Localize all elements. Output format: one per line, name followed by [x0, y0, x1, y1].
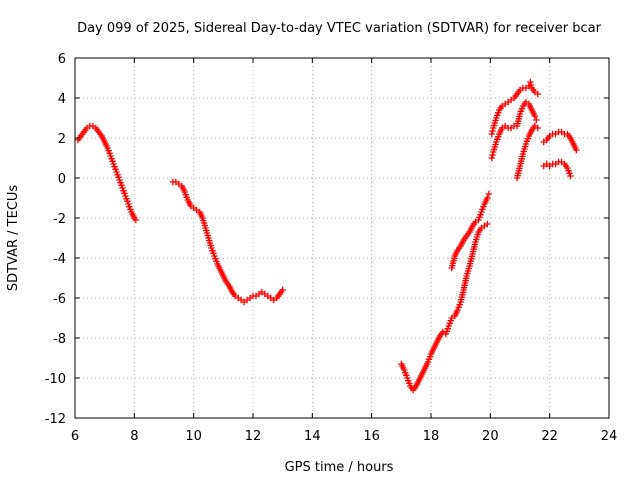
x-tick-label: 12	[245, 429, 262, 444]
x-tick-label: 6	[71, 429, 79, 444]
series-segment-6	[488, 98, 540, 162]
series-segment-7	[513, 122, 541, 182]
series-segment-9	[540, 158, 574, 180]
data-point	[485, 190, 493, 198]
plot-frame	[74, 57, 610, 419]
series-segment-3	[398, 220, 491, 394]
data-point	[279, 286, 286, 294]
y-tick-label: 4	[58, 92, 66, 107]
y-tick-label: -12	[45, 412, 66, 427]
y-tick-label: -8	[53, 332, 66, 347]
y-tick-label: 2	[58, 132, 66, 147]
chart-title: Day 099 of 2025, Sidereal Day-to-day VTE…	[77, 21, 601, 36]
series-segment-5	[488, 78, 541, 138]
data-point	[573, 146, 580, 154]
data-point	[488, 154, 496, 162]
x-tick-label: 18	[423, 429, 440, 444]
y-tick-label: -10	[45, 372, 66, 387]
data-point	[132, 216, 140, 224]
data-point	[567, 172, 574, 180]
x-tick-label: 8	[130, 429, 138, 444]
y-tick-label: -2	[53, 212, 66, 227]
data-point	[534, 124, 541, 132]
y-axis-label: SDTVAR / TECUs	[6, 185, 21, 292]
series-segment-1	[74, 122, 140, 224]
data-point	[484, 220, 491, 228]
data-point	[533, 116, 540, 124]
data-point	[489, 127, 496, 135]
data-point	[484, 194, 491, 202]
x-tick-label: 14	[304, 429, 321, 444]
x-axis-label: GPS time / hours	[285, 460, 394, 475]
x-tick-label: 20	[482, 429, 499, 444]
data-point	[488, 130, 496, 138]
grid	[75, 58, 609, 418]
series-segment-2	[169, 178, 286, 306]
data-point	[489, 151, 496, 159]
x-tick-label: 10	[185, 429, 202, 444]
y-tick-label: -4	[53, 252, 66, 267]
data-point	[534, 90, 541, 98]
data-point	[527, 81, 535, 89]
data-point	[531, 112, 539, 120]
y-tick-label: 0	[58, 172, 66, 187]
data-point	[527, 78, 534, 86]
y-tick-label: 6	[58, 52, 66, 67]
data-points	[74, 78, 580, 394]
x-tick-label: 22	[541, 429, 558, 444]
x-tick-label: 24	[601, 429, 618, 444]
series-segment-8	[540, 128, 580, 154]
x-tick-label: 16	[363, 429, 380, 444]
y-tick-label: -6	[53, 292, 66, 307]
series-segment-4	[448, 190, 493, 272]
